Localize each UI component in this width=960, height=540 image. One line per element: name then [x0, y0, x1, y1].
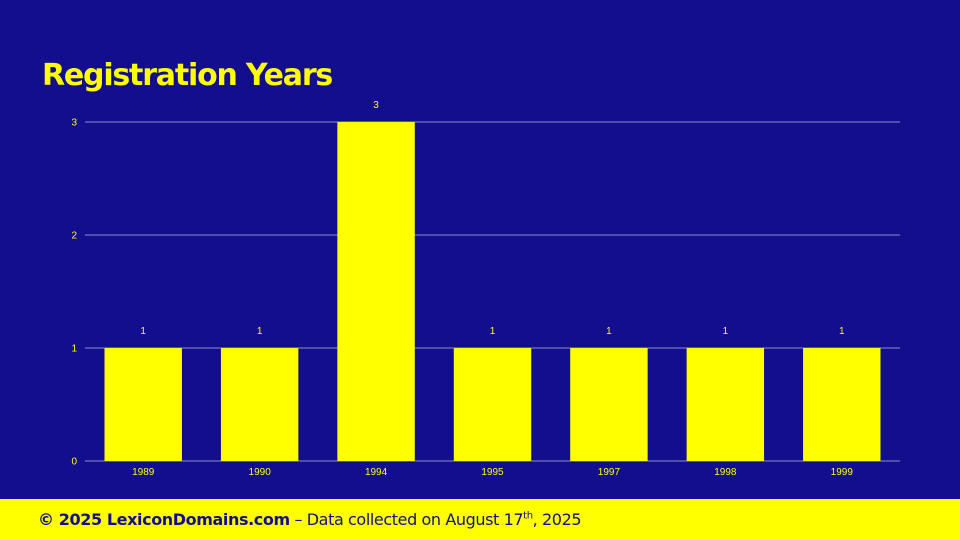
- data-label: 1: [490, 326, 496, 337]
- bar: [803, 348, 881, 461]
- bar: [337, 122, 415, 461]
- bar: [570, 348, 648, 461]
- data-label: 1: [140, 326, 146, 337]
- x-tick-label: 1995: [481, 467, 504, 478]
- x-tick-label: 1990: [249, 467, 272, 478]
- data-label: 1: [723, 326, 729, 337]
- footer-copyright: © 2025 LexiconDomains.com: [38, 510, 290, 529]
- y-tick-label: 1: [71, 344, 77, 355]
- bar: [453, 348, 532, 461]
- bar-chart: 0 1 2 3 1 1989 1 1990 3 1994 1 1995 1 1997 1 1998 1 1999: [71, 100, 900, 478]
- footer-separator: –: [289, 510, 307, 529]
- data-label: 1: [606, 326, 612, 337]
- chart-title: Registration Years: [42, 58, 333, 93]
- y-tick-label: 2: [71, 231, 77, 242]
- x-tick-label: 1998: [714, 467, 737, 478]
- x-tick-label: 1989: [132, 467, 155, 478]
- data-label: 1: [257, 326, 263, 337]
- footer-ordinal-suffix: th: [523, 510, 533, 522]
- bar: [104, 348, 182, 461]
- bar: [220, 348, 299, 461]
- footer-year: , 2025: [532, 510, 582, 529]
- y-tick-label: 0: [71, 457, 77, 468]
- x-tick-label: 1994: [365, 467, 388, 478]
- data-label: 3: [373, 100, 379, 111]
- data-label: 1: [839, 326, 845, 337]
- bar: [686, 348, 765, 461]
- x-tick-label: 1997: [598, 467, 621, 478]
- y-tick-label: 3: [71, 118, 77, 129]
- footer-bar: © 2025 LexiconDomains.com – Data collect…: [0, 499, 960, 540]
- footer-text: Data collected on August 17: [306, 510, 524, 529]
- x-tick-label: 1999: [831, 467, 854, 478]
